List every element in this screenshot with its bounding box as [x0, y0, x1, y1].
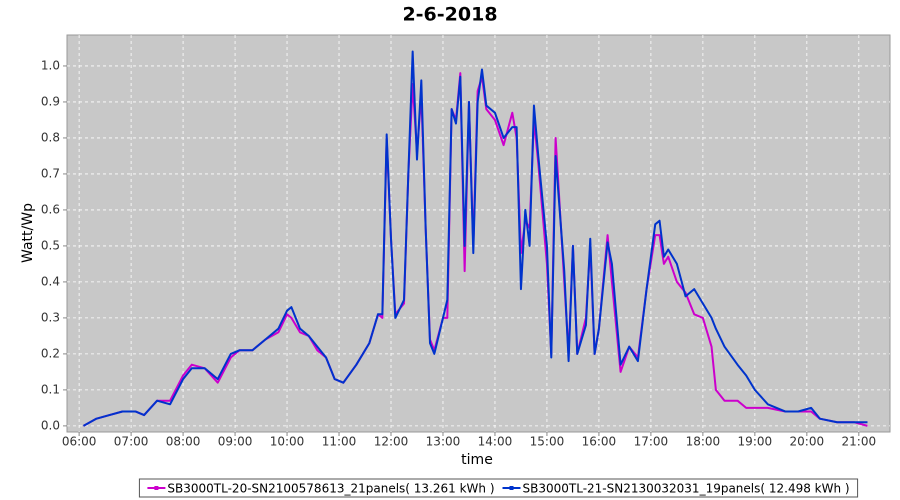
legend-item: SB3000TL-20-SN2100578613_21panels( 13.26…: [147, 482, 495, 496]
x-tick-label: 15:00: [530, 435, 565, 449]
y-tick-label: 1.0: [41, 58, 60, 72]
x-axis-label: time: [461, 452, 493, 468]
x-tick-label: 18:00: [686, 435, 721, 449]
x-tick-label: 17:00: [634, 435, 669, 449]
y-axis-label: Watt/Wp: [20, 203, 36, 263]
x-tick-label: 19:00: [738, 435, 773, 449]
y-tick-label: 0.6: [41, 202, 60, 216]
chart-title: 2-6-2018: [402, 4, 497, 26]
x-tick-label: 16:00: [582, 435, 617, 449]
x-tick-label: 12:00: [374, 435, 409, 449]
y-tick-label: 0.8: [41, 130, 60, 144]
y-tick-label: 0.7: [41, 166, 60, 180]
y-tick-label: 0.2: [41, 346, 60, 360]
x-tick-label: 06:00: [62, 435, 97, 449]
x-tick-label: 11:00: [322, 435, 357, 449]
legend-marker: [154, 486, 159, 490]
x-tick-label: 20:00: [790, 435, 825, 449]
y-tick-label: 0.1: [41, 382, 60, 396]
x-tick-label: 08:00: [166, 435, 201, 449]
legend-box: [138, 478, 859, 498]
legend-label: SB3000TL-20-SN2100578613_21panels( 13.26…: [167, 482, 494, 496]
legend-item: SB3000TL-21-SN2130032031_19panels( 12.49…: [502, 482, 850, 496]
y-tick-label: 0.0: [41, 418, 60, 432]
y-tick-label: 0.3: [41, 310, 60, 324]
y-tick-label: 0.4: [41, 274, 60, 288]
legend: SB3000TL-20-SN2100578613_21panels( 13.26…: [138, 478, 859, 498]
x-tick-label: 14:00: [478, 435, 513, 449]
series-line: [82, 50, 868, 427]
x-tick-label: 13:00: [426, 435, 461, 449]
y-tick-label: 0.5: [41, 238, 60, 252]
x-tick-label: 10:00: [270, 435, 305, 449]
x-tick-label: 07:00: [114, 435, 149, 449]
x-tick-label: 21:00: [842, 435, 877, 449]
y-tick-label: 0.9: [41, 94, 60, 108]
legend-marker: [509, 486, 514, 490]
x-tick-label: 09:00: [218, 435, 253, 449]
legend-label: SB3000TL-21-SN2130032031_19panels( 12.49…: [523, 482, 850, 496]
